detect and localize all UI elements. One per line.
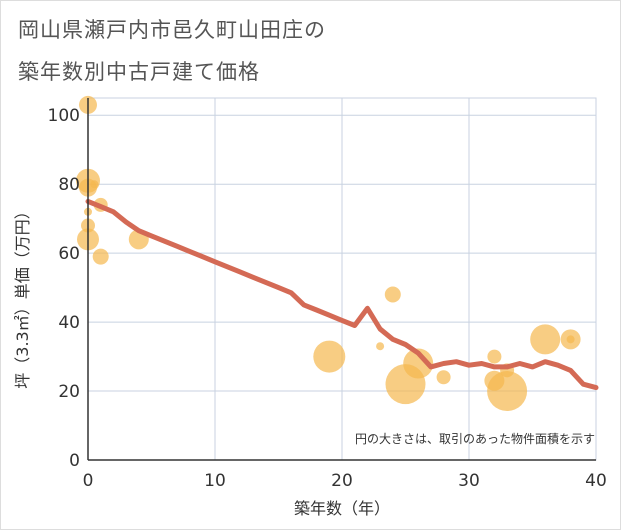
scatter-point [566,335,575,344]
x-tick-label: 10 [204,471,226,491]
trend-line [85,198,599,391]
trend-line-layer [85,198,599,391]
chart-title-line2: 築年数別中古戸建て価格 [18,60,260,84]
x-tick-label: 30 [458,471,480,491]
scatter-point [436,370,451,385]
scatter-point [403,348,434,379]
scatter-point [313,340,346,373]
scatter-point [530,324,561,355]
y-tick-label: 0 [69,451,80,471]
scatter-point [376,342,385,351]
chart-title-line1: 岡山県瀬戸内市邑久町山田庄の [18,18,326,42]
scatter-point [384,286,401,303]
scatter-point [90,180,99,189]
y-tick-label: 100 [48,106,80,126]
y-tick-label: 20 [58,382,80,402]
y-tick-label: 40 [58,313,80,333]
x-tick-label: 0 [83,471,94,491]
scatter-point [487,349,502,364]
y-tick-label: 80 [58,175,80,195]
x-tick-label: 20 [331,471,353,491]
scatter-point [92,248,109,265]
x-axis-label: 築年数（年） [294,499,390,518]
bubble-size-note: 円の大きさは、取引のあった物件面積を示す [355,431,595,446]
y-axis-label: 坪（3.3㎡）単価（万円） [13,203,32,388]
scatter-point [487,371,528,412]
y-tick-label: 60 [58,244,80,264]
x-tick-label: 40 [585,471,607,491]
axis-layer: 0 10 20 30 40 0 20 40 60 80 100 [48,98,607,491]
